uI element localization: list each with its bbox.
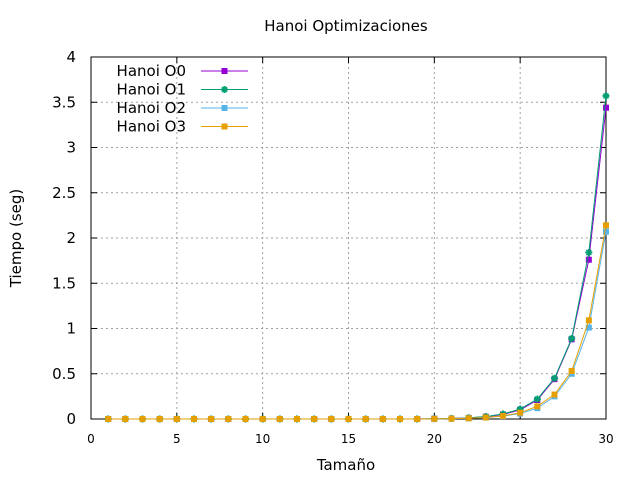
data-point xyxy=(294,416,300,422)
legend-label: Hanoi O1 xyxy=(117,81,186,99)
legend-marker xyxy=(221,86,228,93)
series-3 xyxy=(105,222,609,422)
data-point xyxy=(259,416,266,422)
legend-label: Hanoi O2 xyxy=(117,99,186,117)
y-tick-label: 2.5 xyxy=(52,184,76,202)
data-point xyxy=(585,248,593,256)
data-point xyxy=(173,416,180,422)
data-point xyxy=(465,415,472,422)
data-point xyxy=(208,416,215,422)
y-tick-label: 4 xyxy=(66,48,76,66)
data-point xyxy=(345,416,352,422)
data-point xyxy=(534,403,541,410)
data-point xyxy=(585,317,592,324)
y-tick-label: 0 xyxy=(66,410,76,428)
data-point xyxy=(328,416,335,422)
data-point xyxy=(105,416,112,422)
legend-marker xyxy=(221,68,228,74)
data-point xyxy=(156,416,163,422)
data-point xyxy=(551,391,558,398)
data-point xyxy=(551,374,558,382)
legend-item: Hanoi O0 xyxy=(117,62,248,80)
data-point xyxy=(379,416,386,422)
y-axis: 0 0.5 1 1.5 2 2.5 3 3.5 4 xyxy=(52,48,606,428)
data-point xyxy=(500,412,506,419)
data-point xyxy=(533,395,541,403)
series-line xyxy=(108,231,607,420)
y-axis-label: Tiempo (seg) xyxy=(7,189,25,288)
data-point xyxy=(225,416,232,422)
x-tick-label: 15 xyxy=(341,432,356,446)
legend-marker xyxy=(221,123,228,130)
data-point xyxy=(482,414,489,421)
data-point xyxy=(602,92,610,100)
data-point xyxy=(603,222,609,229)
y-tick-label: 2 xyxy=(66,229,76,247)
legend-label: Hanoi O0 xyxy=(117,62,186,80)
series-0 xyxy=(105,104,609,422)
data-point xyxy=(414,416,421,422)
x-tick-label: 5 xyxy=(173,432,181,446)
legend-item: Hanoi O3 xyxy=(117,118,248,136)
series-line xyxy=(108,225,607,420)
data-point xyxy=(362,416,369,422)
x-tick-label: 30 xyxy=(598,432,613,446)
data-point xyxy=(585,324,592,331)
data-point xyxy=(431,415,438,422)
legend-marker xyxy=(221,105,228,111)
data-point xyxy=(568,368,575,375)
data-point xyxy=(397,416,403,422)
data-point xyxy=(585,256,592,263)
series-line xyxy=(108,95,607,420)
y-tick-label: 1 xyxy=(66,320,76,338)
y-tick-label: 0.5 xyxy=(52,365,76,383)
data-point xyxy=(603,228,609,235)
data-point xyxy=(568,334,576,342)
data-point xyxy=(242,416,249,422)
legend-item: Hanoi O1 xyxy=(117,81,248,99)
x-tick-label: 25 xyxy=(513,432,528,446)
series-2 xyxy=(105,228,609,422)
data-point xyxy=(191,416,197,422)
series-1 xyxy=(104,92,610,423)
chart-title: Hanoi Optimizaciones xyxy=(264,17,428,35)
x-axis-label: Tamaño xyxy=(316,456,375,474)
y-tick-label: 3 xyxy=(66,139,76,157)
grid xyxy=(91,57,606,419)
x-tick-label: 20 xyxy=(427,432,442,446)
data-point xyxy=(122,416,129,422)
data-point xyxy=(276,416,283,422)
data-point xyxy=(517,409,524,416)
series-line xyxy=(108,107,607,420)
y-tick-label: 1.5 xyxy=(52,274,76,292)
data-point xyxy=(448,415,455,422)
x-tick-label: 0 xyxy=(87,432,95,446)
legend-item: Hanoi O2 xyxy=(117,99,248,117)
data-point xyxy=(139,416,146,422)
data-point xyxy=(603,104,609,111)
series-layer xyxy=(104,92,610,423)
y-tick-label: 3.5 xyxy=(52,93,76,111)
data-point xyxy=(311,416,318,422)
legend-label: Hanoi O3 xyxy=(117,118,186,136)
x-tick-label: 10 xyxy=(255,432,270,446)
